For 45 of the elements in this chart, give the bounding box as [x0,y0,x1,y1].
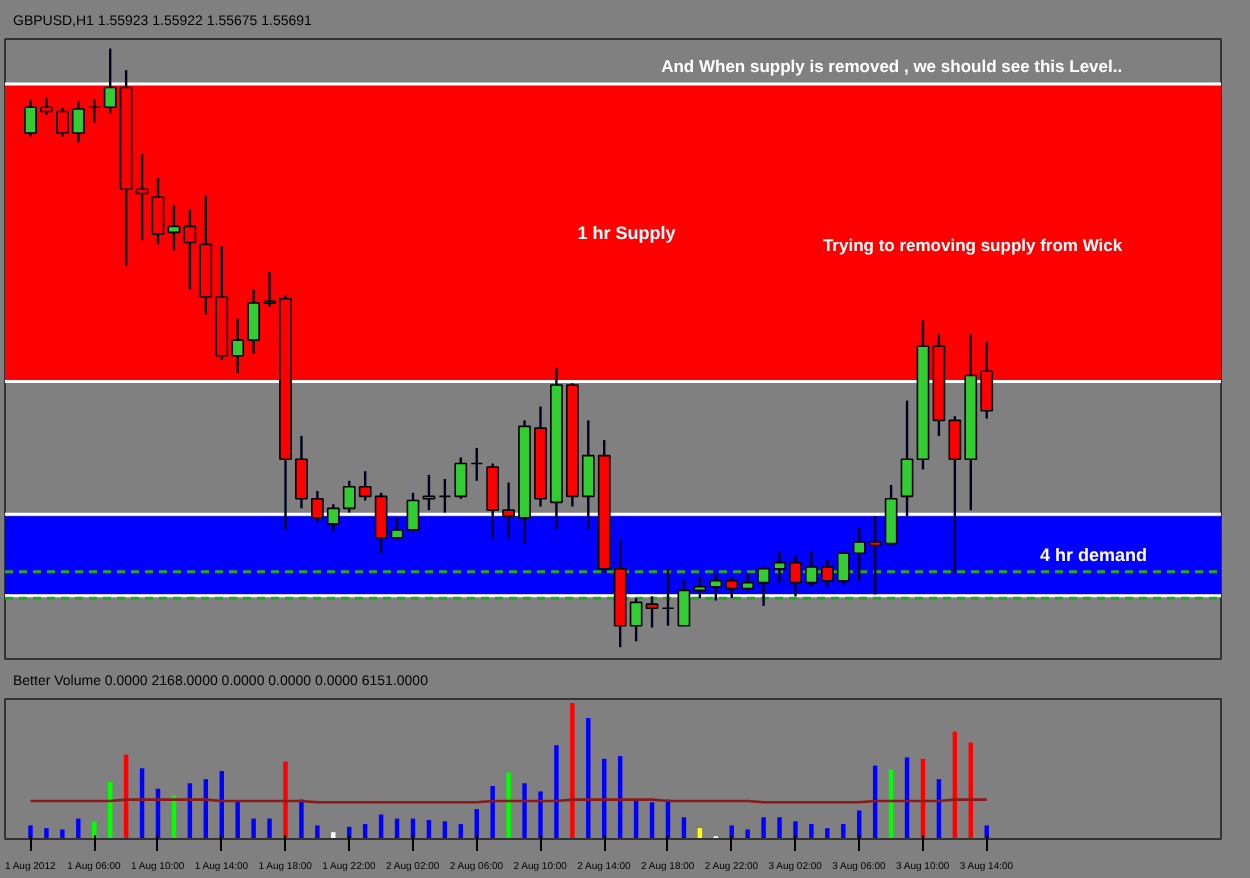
candlestick [470,446,484,483]
bar [44,828,49,839]
bar [793,821,798,839]
candlestick [406,491,420,533]
bar [761,817,766,839]
candlestick [87,98,101,125]
bar [841,824,846,839]
bar [745,829,750,839]
candlestick [151,176,165,246]
bar [777,817,782,839]
annotation: Trying to removing supply from Wick [822,235,1123,256]
bar [490,785,495,839]
band-label: 4 hr demand [1039,545,1148,566]
bar [506,772,511,839]
bar [267,818,272,839]
candlestick [900,399,914,518]
candlestick [135,152,149,242]
band-label: 1 hr Supply [577,222,676,243]
bar [299,799,304,839]
bar [60,829,65,839]
candlestick [661,567,675,627]
annotation: And When supply is removed , we should see this Level.. [661,55,1123,76]
candlestick [390,516,404,541]
bar [331,832,336,839]
bar [76,818,81,839]
candlestick [645,595,659,629]
bar [825,828,830,839]
candlestick [454,456,468,500]
bar [28,825,33,839]
candlestick [247,288,260,356]
candlestick [438,477,452,514]
bar [984,825,989,839]
bar [283,761,288,839]
bar [554,745,559,839]
bar [251,818,256,839]
bar [315,825,320,839]
candlestick [374,491,388,555]
candlestick [422,473,436,512]
bar [586,718,591,839]
bar [809,824,814,839]
bar [235,800,240,839]
bar [538,791,543,839]
bar [522,783,527,839]
candlestick [677,577,691,627]
bar [570,703,575,839]
